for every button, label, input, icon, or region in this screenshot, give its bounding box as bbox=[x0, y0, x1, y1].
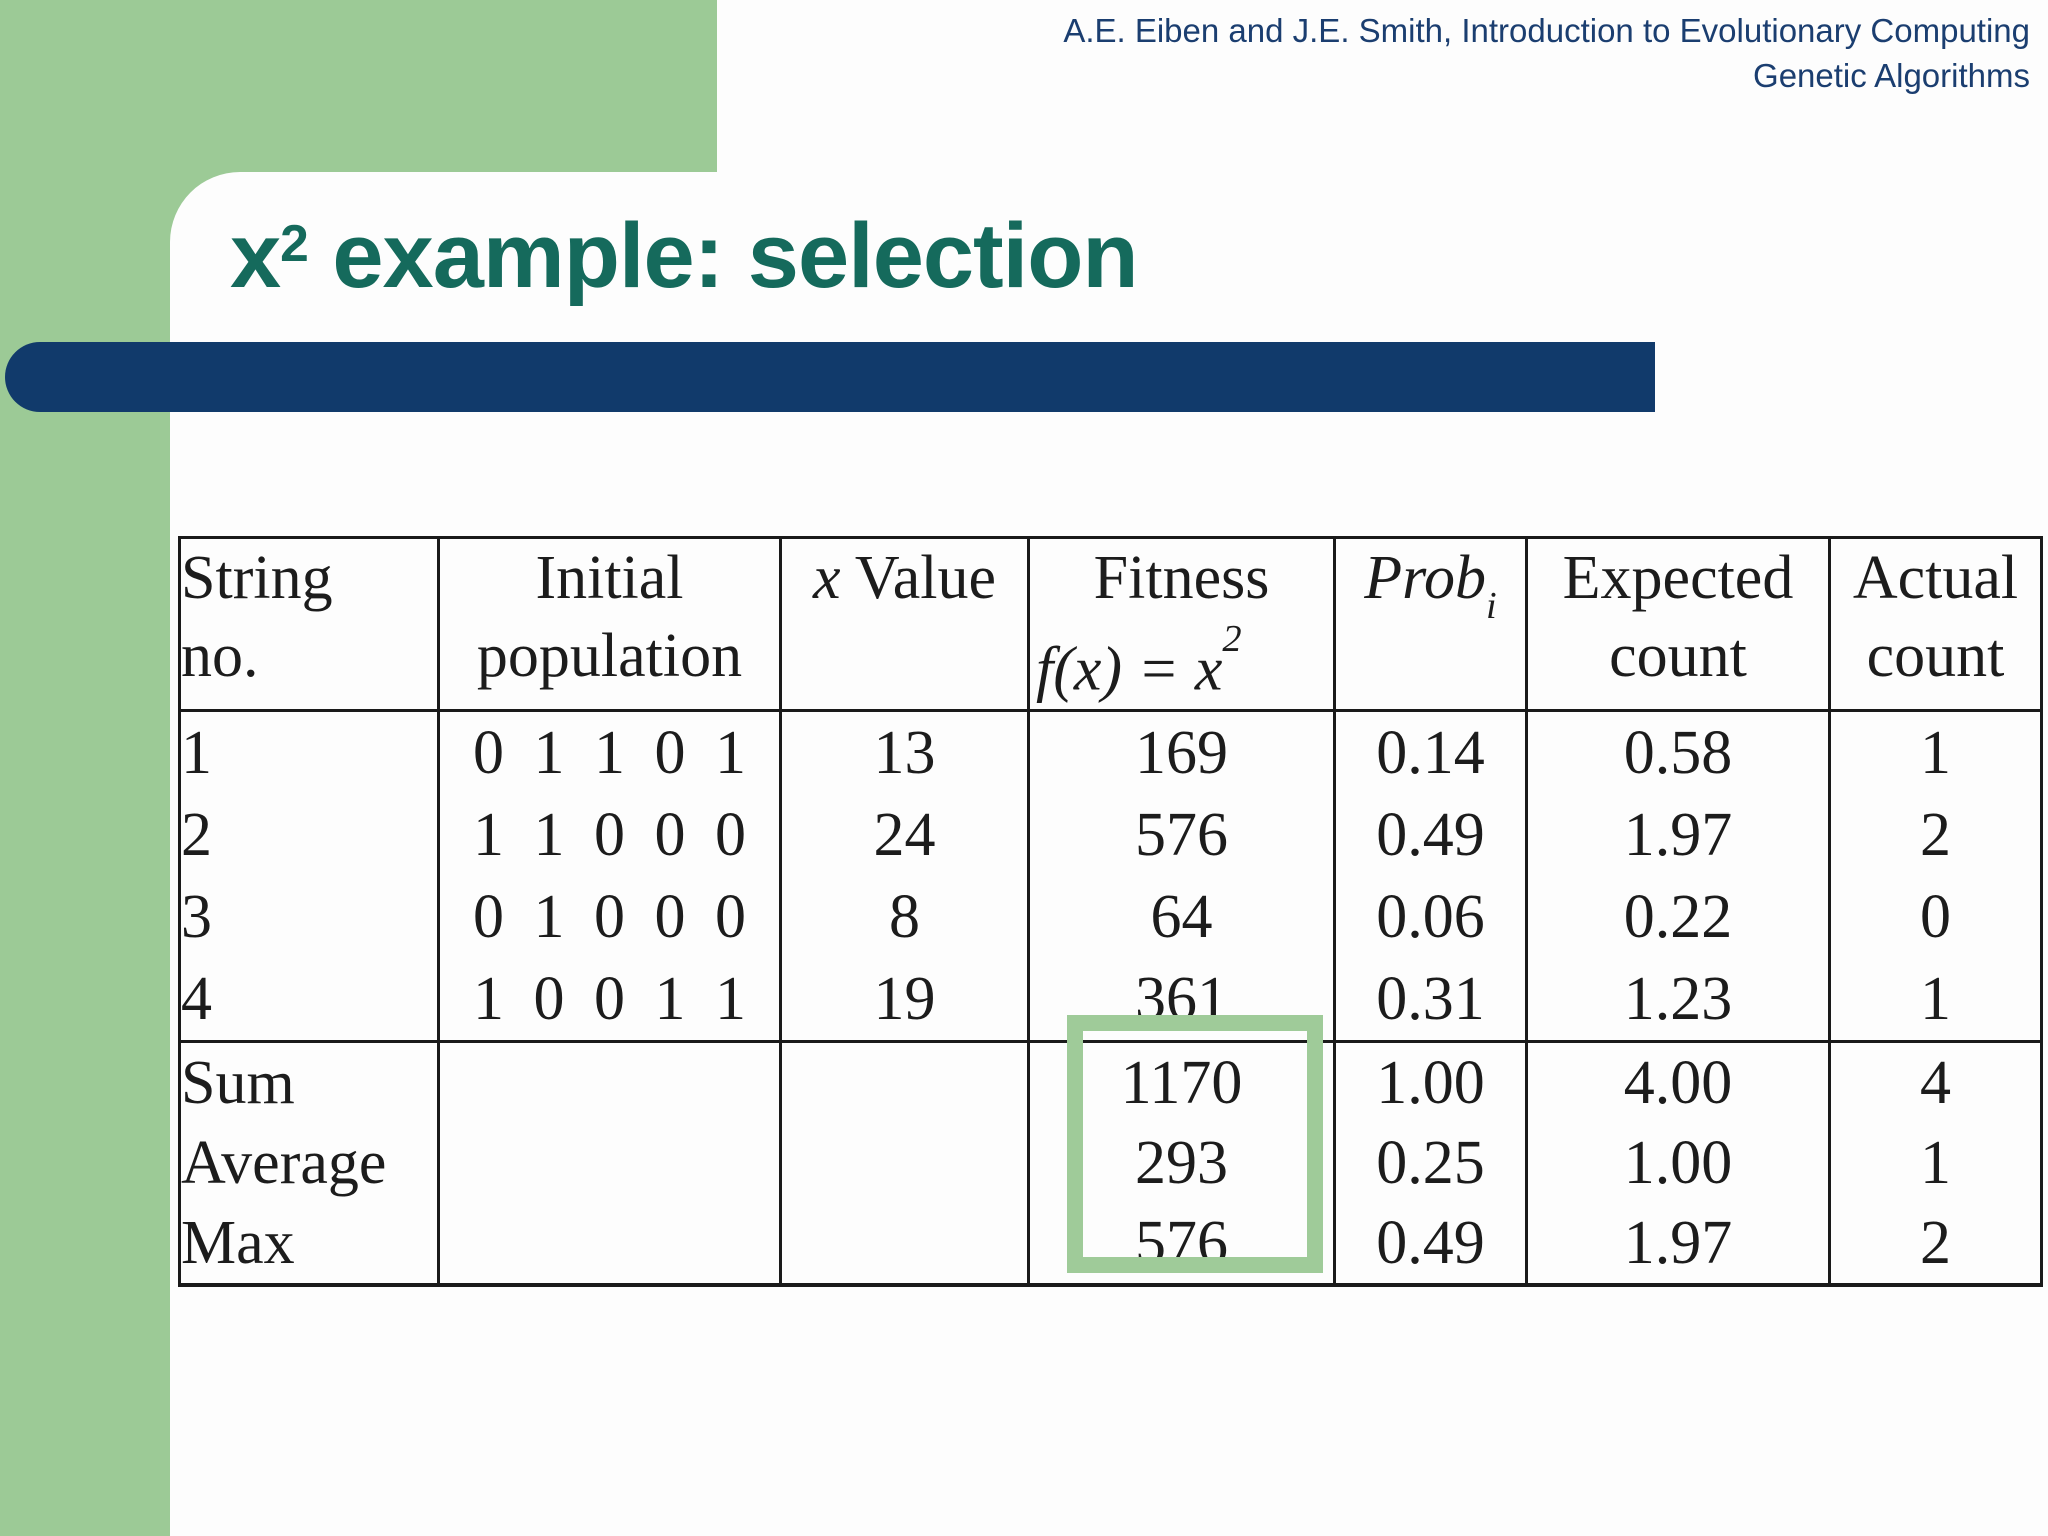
green-left-band bbox=[0, 0, 170, 1536]
cell-string-no: 4 bbox=[179, 957, 440, 1042]
cell-expected: 0.22 bbox=[1526, 875, 1831, 958]
cell-prob: 0.49 bbox=[1334, 793, 1528, 876]
empty-cell bbox=[780, 1122, 1030, 1203]
cell-string-no: 3 bbox=[179, 875, 440, 958]
table-row: 2 1 1 0 0 0 24 576 0.49 1.97 2 bbox=[179, 793, 2042, 876]
cell-prob: 0.31 bbox=[1334, 957, 1528, 1042]
table-row: 1 0 1 1 0 1 13 169 0.14 0.58 1 bbox=[179, 710, 2042, 794]
title-superscript: 2 bbox=[280, 214, 309, 273]
cell-population: 0 1 1 0 1 bbox=[438, 710, 782, 794]
title-base: x bbox=[230, 205, 281, 307]
title-rest: example: selection bbox=[307, 205, 1138, 307]
empty-cell bbox=[438, 1122, 782, 1203]
cell-prob: 1.00 bbox=[1334, 1039, 1528, 1123]
table-row: 3 0 1 0 0 0 8 64 0.06 0.22 0 bbox=[179, 875, 2042, 958]
cell-fitness: 64 bbox=[1028, 875, 1336, 958]
citation: A.E. Eiben and J.E. Smith, Introduction … bbox=[1063, 8, 2030, 98]
header-initial-population: Initial population bbox=[438, 537, 782, 712]
table-row: 4 1 0 0 1 1 19 361 0.31 1.23 1 bbox=[179, 957, 2042, 1042]
cell-fitness: 293 bbox=[1028, 1122, 1336, 1203]
cell-population: 1 1 0 0 0 bbox=[438, 793, 782, 876]
summary-row-average: Average 293 0.25 1.00 1 bbox=[179, 1122, 2042, 1203]
cell-actual: 0 bbox=[1920, 882, 1951, 951]
selection-table: String no. Initial population x Value Fi… bbox=[178, 536, 2043, 1287]
cell-x-value: 13 bbox=[780, 710, 1030, 794]
cell-prob: 0.14 bbox=[1334, 710, 1528, 794]
cell-expected: 4.00 bbox=[1526, 1039, 1831, 1123]
header-x-value: x Value bbox=[780, 537, 1030, 712]
cell-x-value: 24 bbox=[780, 793, 1030, 876]
summary-label: Max bbox=[179, 1202, 440, 1285]
page-title: x2 example: selection bbox=[230, 205, 1139, 319]
cell-x-value: 8 bbox=[780, 875, 1030, 958]
cell-fitness: 1170 bbox=[1028, 1039, 1336, 1123]
summary-label: Sum bbox=[179, 1039, 440, 1123]
header-actual-count: Actual count bbox=[1829, 537, 2042, 712]
cell-fitness: 361 bbox=[1028, 957, 1336, 1042]
cell-population: 1 0 0 1 1 bbox=[438, 957, 782, 1042]
summary-row-sum: Sum 1170 1.00 4.00 4 bbox=[179, 1039, 2042, 1123]
summary-label: Average bbox=[179, 1122, 440, 1203]
citation-line2: Genetic Algorithms bbox=[1753, 57, 2030, 94]
empty-cell bbox=[438, 1039, 782, 1123]
cell-expected: 1.00 bbox=[1526, 1122, 1831, 1203]
cell-actual: 1 bbox=[1920, 964, 1951, 1033]
cell-expected: 1.23 bbox=[1526, 957, 1831, 1042]
cell-actual: 1 bbox=[1920, 1128, 1951, 1197]
divider-bar bbox=[5, 342, 1655, 412]
summary-row-max: Max 576 0.49 1.97 2 bbox=[179, 1202, 2042, 1285]
cell-actual: 2 bbox=[1920, 800, 1951, 869]
cell-fitness: 576 bbox=[1028, 1202, 1336, 1285]
cell-actual: 2 bbox=[1920, 1208, 1951, 1277]
table-header-row: String no. Initial population x Value Fi… bbox=[179, 537, 2042, 712]
header-fitness: Fitness f(x) = x2 bbox=[1028, 537, 1336, 712]
header-prob: Probi bbox=[1334, 537, 1528, 712]
cell-expected: 1.97 bbox=[1526, 1202, 1831, 1285]
cell-actual: 1 bbox=[1920, 718, 1951, 787]
cell-string-no: 1 bbox=[179, 710, 440, 794]
cell-prob: 0.49 bbox=[1334, 1202, 1528, 1285]
cell-prob: 0.25 bbox=[1334, 1122, 1528, 1203]
cell-expected: 0.58 bbox=[1526, 710, 1831, 794]
cell-x-value: 19 bbox=[780, 957, 1030, 1042]
empty-cell bbox=[780, 1039, 1030, 1123]
cell-expected: 1.97 bbox=[1526, 793, 1831, 876]
empty-cell bbox=[438, 1202, 782, 1285]
cell-prob: 0.06 bbox=[1334, 875, 1528, 958]
cell-string-no: 2 bbox=[179, 793, 440, 876]
empty-cell bbox=[780, 1202, 1030, 1285]
cell-fitness: 576 bbox=[1028, 793, 1336, 876]
citation-line1: A.E. Eiben and J.E. Smith, Introduction … bbox=[1063, 12, 2030, 49]
cell-population: 0 1 0 0 0 bbox=[438, 875, 782, 958]
cell-actual: 4 bbox=[1829, 1039, 2042, 1123]
header-string-no: String no. bbox=[179, 537, 440, 712]
header-expected-count: Expected count bbox=[1526, 537, 1831, 712]
cell-fitness: 169 bbox=[1028, 710, 1336, 794]
